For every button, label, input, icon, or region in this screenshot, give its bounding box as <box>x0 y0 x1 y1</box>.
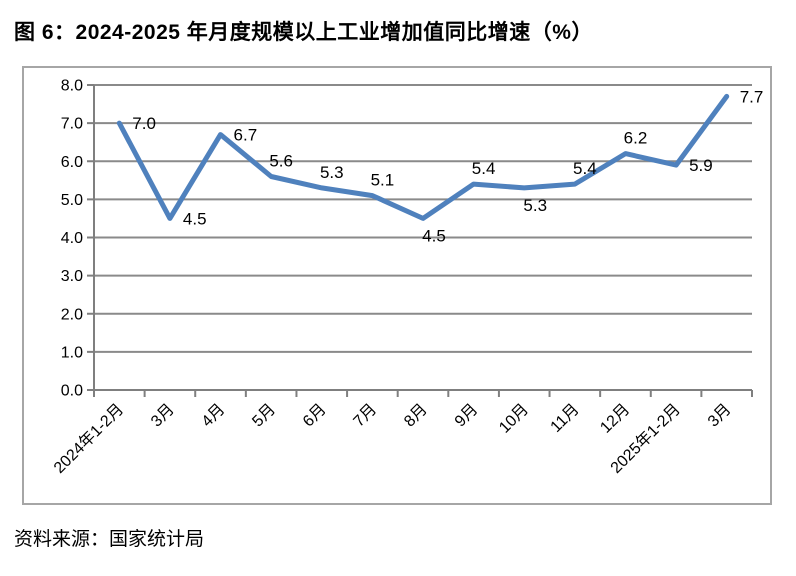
x-tick-label: 10月 <box>496 401 532 437</box>
x-tick-label: 4月 <box>199 401 229 431</box>
y-tick-label: 0.0 <box>61 383 83 400</box>
data-label: 7.7 <box>740 87 764 106</box>
figure-title: 图 6：2024-2025 年月度规模以上工业增加值同比增速（%） <box>14 21 593 44</box>
data-label: 5.3 <box>320 163 344 182</box>
x-tick-label: 3月 <box>148 401 178 431</box>
x-tick-label: 7月 <box>351 401 381 431</box>
x-tick-label: 9月 <box>452 401 482 431</box>
data-label: 5.4 <box>472 159 496 178</box>
y-tick-label: 4.0 <box>61 230 83 247</box>
y-tick-label: 7.0 <box>61 116 83 133</box>
data-label: 4.5 <box>183 209 207 228</box>
data-label: 4.5 <box>422 226 446 245</box>
x-tick-label: 5月 <box>249 401 279 431</box>
y-tick-label: 2.0 <box>61 306 83 323</box>
y-tick-label: 1.0 <box>61 344 83 361</box>
data-label: 5.6 <box>269 152 293 171</box>
data-label: 5.4 <box>573 159 597 178</box>
data-series-line <box>116 93 730 221</box>
data-label: 7.0 <box>132 114 156 133</box>
x-tick-label: 3月 <box>705 401 735 431</box>
y-tick-label: 8.0 <box>61 78 83 95</box>
x-tick-label: 6月 <box>300 401 330 431</box>
y-tick-label: 5.0 <box>61 192 83 209</box>
data-label: 5.3 <box>523 196 547 215</box>
line-chart: 0.0 1.0 2.0 3.0 4.0 5.0 6.0 7.0 8.0 2024年1-2月 3月 4月… <box>50 78 764 477</box>
y-tick-label: 3.0 <box>61 268 83 285</box>
x-tick-label: 11月 <box>548 401 583 436</box>
x-tick-label: 8月 <box>401 401 431 431</box>
x-tick-label: 2024年1-2月 <box>50 400 127 477</box>
x-tick-label: 12月 <box>597 401 633 437</box>
y-tick-label: 6.0 <box>61 154 83 171</box>
source-note: 资料来源：国家统计局 <box>14 529 205 550</box>
data-label: 6.2 <box>624 129 648 148</box>
data-label: 6.7 <box>234 126 258 145</box>
data-label: 5.1 <box>371 171 395 190</box>
chart-frame: 0.0 1.0 2.0 3.0 4.0 5.0 6.0 7.0 8.0 2024年1-2月 3月 4月… <box>22 66 772 505</box>
data-label: 5.9 <box>689 156 713 175</box>
